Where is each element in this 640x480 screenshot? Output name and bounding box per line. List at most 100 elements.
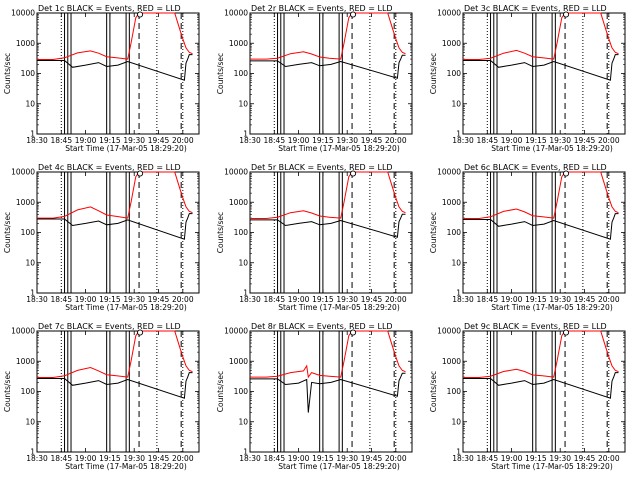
x-tick-label: 18:45 [50,295,72,304]
y-axis-title: Counts/sec [429,371,438,412]
events-series-line [463,213,619,240]
y-axis-title: Counts/sec [3,53,12,94]
x-tick-label: 19:00 [501,136,523,145]
y-tick-label: 1 [243,130,248,139]
x-tick-label: 19:15 [99,136,121,145]
x-tick-label: 19:15 [99,295,121,304]
y-tick-label: 1 [456,448,461,457]
y-tick-label: 10000 [224,9,248,18]
y-tick-label: 100 [21,228,36,237]
saturation-marker [137,170,144,177]
x-tick-label: 19:15 [525,454,547,463]
lld-series-line [463,171,619,219]
lld-series-line [250,330,406,379]
x-tick-label: 18:45 [263,454,285,463]
y-tick-label: 1 [30,448,35,457]
x-tick-label: 18:45 [476,454,498,463]
y-tick-label: 10 [25,258,35,267]
x-tick-label: 19:30 [549,295,571,304]
x-tick-label: 19:45 [361,136,383,145]
x-tick-label: 18:30 [452,295,474,304]
y-tick-label: 100 [447,387,462,396]
events-series-line [37,372,193,399]
x-tick-label: 19:15 [312,136,334,145]
x-tick-label: 19:30 [549,136,571,145]
y-axis-title: Counts/sec [429,53,438,94]
x-tick-label: 19:00 [288,295,310,304]
x-tick-label: 19:00 [75,454,97,463]
x-tick-label: 18:30 [239,295,261,304]
saturation-marker [350,329,357,336]
y-tick-label: 1000 [229,39,248,48]
plot-title: Det 9c BLACK = Events, RED = LLD [464,322,607,331]
x-tick-label: 18:30 [239,136,261,145]
x-tick-label: 20:00 [172,295,194,304]
plot-title: Det 2r BLACK = Events, RED = LLD [251,4,393,13]
x-axis-title: Start Time (17-Mar-05 18:29:20) [65,144,187,153]
x-axis-title: Start Time (17-Mar-05 18:29:20) [278,462,400,471]
y-tick-label: 10000 [11,168,35,177]
x-tick-label: 18:30 [26,295,48,304]
x-axis-title: Start Time (17-Mar-05 18:29:20) [491,462,613,471]
saturation-marker [563,329,570,336]
y-tick-label: 10000 [224,168,248,177]
plot-title: Det 7c BLACK = Events, RED = LLD [38,322,181,331]
detector-plot-6: Det 6c BLACK = Events, RED = LLD 1 10 100 10… [429,163,626,312]
y-tick-label: 10 [238,417,248,426]
y-tick-label: 100 [234,387,249,396]
plot-title: Det 1c BLACK = Events, RED = LLD [38,4,181,13]
saturation-marker [137,329,144,336]
y-tick-label: 10000 [437,327,461,336]
y-tick-label: 1000 [229,357,248,366]
y-tick-label: 1 [243,289,248,298]
y-tick-label: 10 [451,99,461,108]
x-tick-label: 19:30 [123,295,145,304]
x-tick-label: 19:30 [123,136,145,145]
plot-title: Det 5r BLACK = Events, RED = LLD [251,163,393,172]
y-tick-label: 1000 [442,357,461,366]
x-tick-label: 19:45 [148,295,170,304]
lld-series-line [463,12,619,60]
y-tick-label: 10 [238,99,248,108]
x-tick-label: 19:45 [574,454,596,463]
saturation-marker [137,11,144,18]
y-tick-label: 10000 [11,327,35,336]
events-series-line [250,54,406,79]
y-axis-title: Counts/sec [429,212,438,253]
x-tick-label: 18:45 [263,136,285,145]
x-tick-label: 19:00 [288,136,310,145]
y-axis-title: Counts/sec [3,371,12,412]
x-tick-label: 19:45 [361,295,383,304]
x-tick-label: 18:30 [452,136,474,145]
detector-plot-7: Det 7c BLACK = Events, RED = LLD 1 10 100 10… [3,322,200,471]
x-tick-label: 20:00 [385,136,407,145]
x-tick-label: 19:15 [99,454,121,463]
x-tick-label: 18:45 [476,136,498,145]
plot-title: Det 6c BLACK = Events, RED = LLD [464,163,607,172]
y-axis-title: Counts/sec [216,212,225,253]
x-tick-label: 19:00 [75,136,97,145]
y-tick-label: 1000 [229,198,248,207]
x-tick-label: 19:30 [336,454,358,463]
y-tick-label: 10 [451,417,461,426]
y-tick-label: 100 [21,387,36,396]
y-tick-label: 1 [30,289,35,298]
detector-plot-1: Det 1c BLACK = Events, RED = LLD 1 10 100 10… [3,4,200,153]
events-series-line [37,54,193,81]
x-tick-label: 19:15 [525,136,547,145]
plot-title: Det 8r BLACK = Events, RED = LLD [251,322,393,331]
x-tick-label: 19:00 [288,454,310,463]
y-tick-label: 100 [234,228,249,237]
y-tick-label: 1 [456,130,461,139]
x-axis-title: Start Time (17-Mar-05 18:29:20) [278,303,400,312]
x-tick-label: 20:00 [385,295,407,304]
lld-series-line [37,12,193,60]
events-series-line [250,213,406,238]
x-tick-label: 18:45 [50,136,72,145]
y-tick-label: 10000 [11,9,35,18]
x-tick-label: 18:30 [26,136,48,145]
x-axis-title: Start Time (17-Mar-05 18:29:20) [278,144,400,153]
x-tick-label: 18:45 [263,295,285,304]
x-tick-label: 20:00 [172,136,194,145]
